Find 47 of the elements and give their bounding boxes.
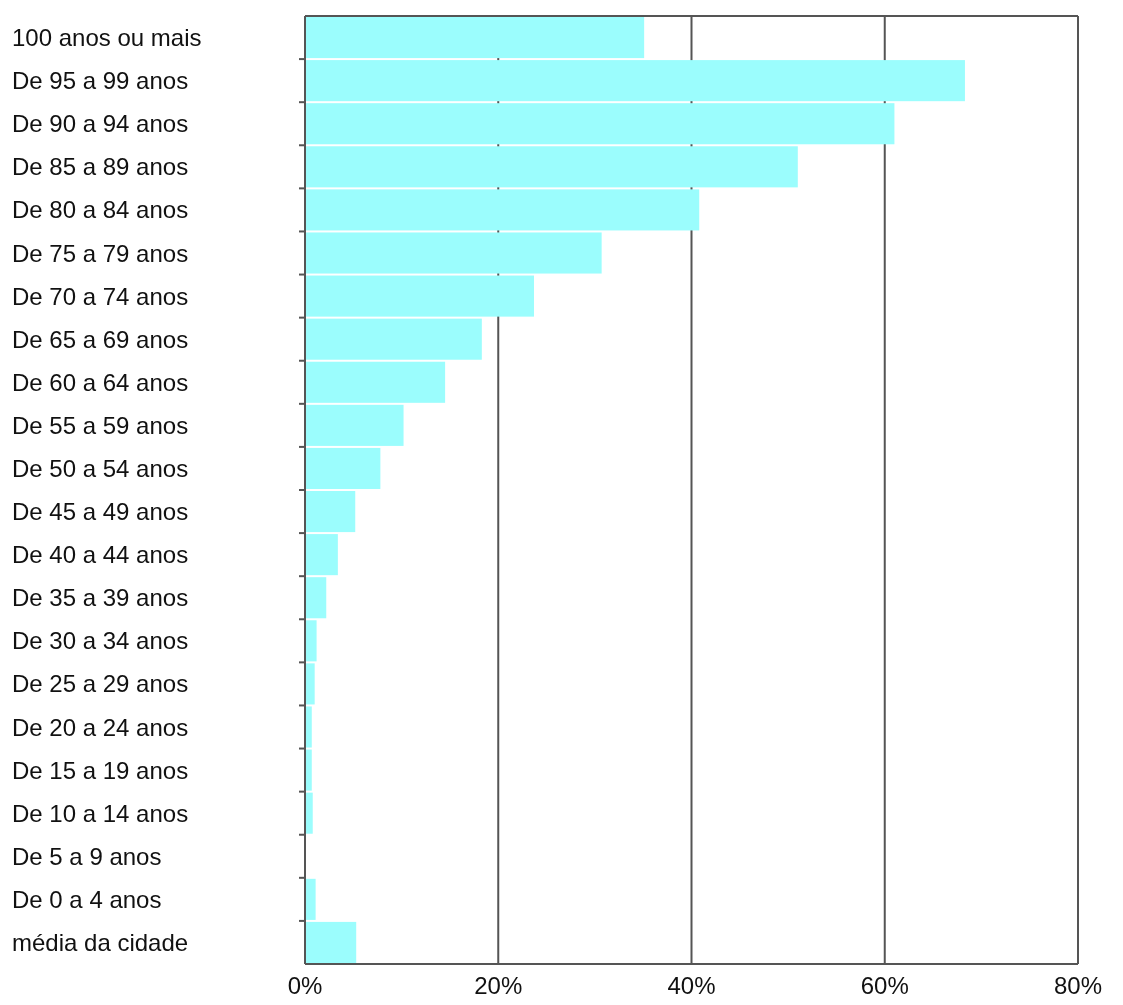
bar <box>305 921 357 963</box>
y-tick-label: De 95 a 99 anos <box>12 67 189 95</box>
bar <box>305 60 965 102</box>
bar <box>305 792 313 834</box>
bar <box>305 361 446 403</box>
bar <box>305 491 356 533</box>
bar <box>305 706 312 748</box>
y-tick-label: De 0 a 4 anos <box>12 885 162 913</box>
y-tick-label: De 45 a 49 anos <box>12 498 189 526</box>
y-tick-label: De 60 a 64 anos <box>12 368 189 396</box>
y-tick-label: De 65 a 69 anos <box>12 325 189 353</box>
x-tick-label: 0% <box>287 972 323 999</box>
y-tick-label: De 35 a 39 anos <box>12 584 189 612</box>
bar <box>305 577 327 619</box>
y-tick-label: De 75 a 79 anos <box>12 239 189 267</box>
x-tick-label: 20% <box>474 972 523 999</box>
y-tick-label: 100 anos ou mais <box>12 24 202 52</box>
y-tick-label: De 15 a 19 anos <box>12 756 189 784</box>
bar <box>305 17 645 59</box>
bar <box>305 189 700 231</box>
y-tick-label: De 30 a 34 anos <box>12 627 189 655</box>
y-tick-label: De 10 a 14 anos <box>12 799 189 827</box>
bar <box>305 447 381 489</box>
bar <box>305 878 316 920</box>
y-tick-label: De 25 a 29 anos <box>12 670 189 698</box>
y-tick-label: De 85 a 89 anos <box>12 153 189 181</box>
y-tick-label: De 90 a 94 anos <box>12 110 189 138</box>
bar <box>305 663 315 705</box>
y-tick-label: De 80 a 84 anos <box>12 196 189 224</box>
bar <box>305 232 602 274</box>
bar <box>305 404 404 446</box>
y-tick-label: média da cidade <box>12 928 189 956</box>
x-tick-label: 80% <box>1053 972 1103 999</box>
x-tick-label: 40% <box>667 972 716 999</box>
bar <box>305 620 317 662</box>
bar <box>305 103 895 145</box>
y-tick-label: De 55 a 59 anos <box>12 411 189 439</box>
y-tick-label: De 50 a 54 anos <box>12 454 189 482</box>
x-tick-label: 60% <box>860 972 909 999</box>
y-tick-label: De 40 a 44 anos <box>12 541 189 569</box>
bar <box>305 275 534 317</box>
bar <box>305 318 482 360</box>
y-tick-label: De 5 a 9 anos <box>12 842 162 870</box>
bar <box>305 146 798 188</box>
y-tick-label: De 70 a 74 anos <box>12 282 189 310</box>
y-tick-label: De 20 a 24 anos <box>12 713 189 741</box>
bar <box>305 534 338 576</box>
